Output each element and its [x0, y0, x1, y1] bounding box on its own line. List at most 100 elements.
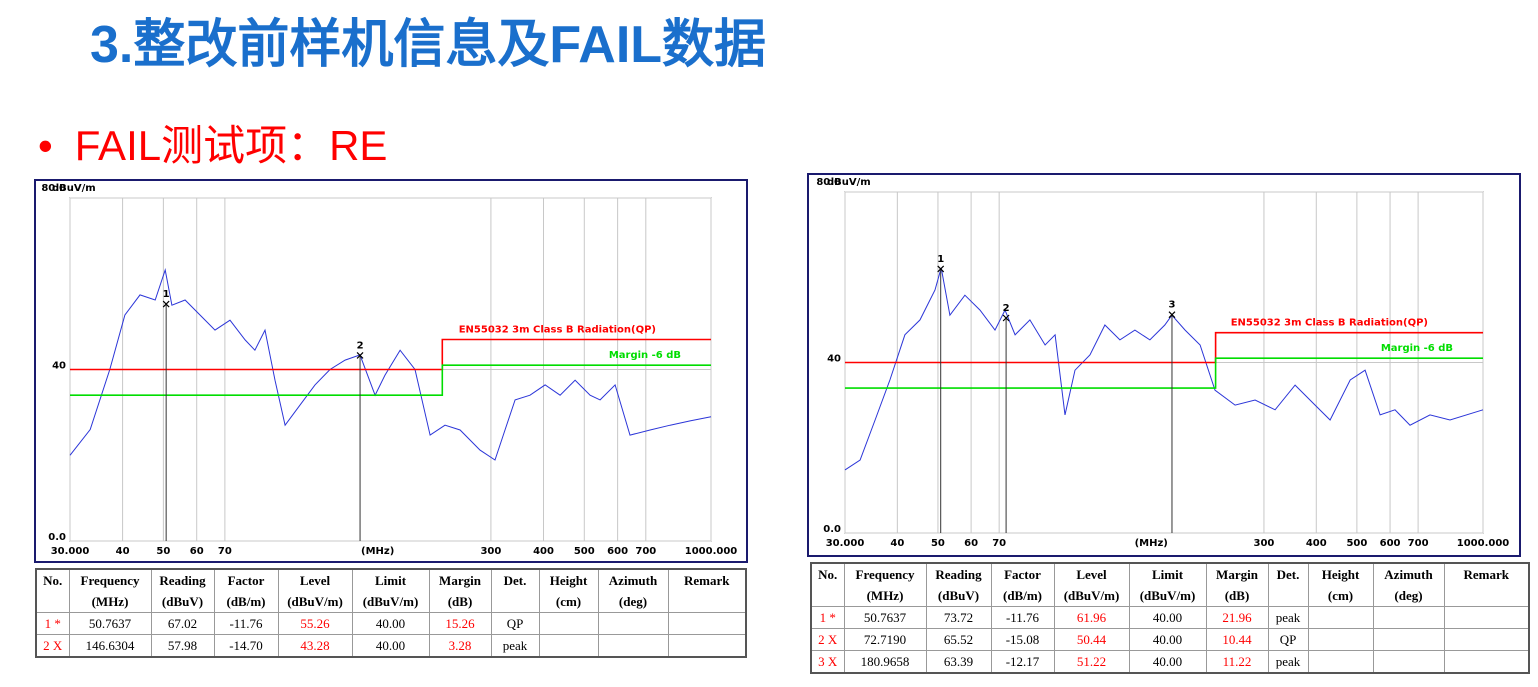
- cell: 1 *: [35, 612, 70, 635]
- y-tick-label: 40: [52, 361, 66, 372]
- header-cell: Reading (dBuV): [150, 568, 215, 613]
- marker-label: 3: [1168, 300, 1175, 311]
- y-unit: dBuV/m: [52, 183, 96, 194]
- x-tick-label: 60: [964, 538, 978, 549]
- x-tick-label: 500: [574, 546, 595, 557]
- cell: QP: [490, 612, 540, 635]
- cell: 50.7637: [843, 606, 927, 629]
- cell: peak: [490, 634, 540, 658]
- header-text: Remark: [684, 573, 730, 588]
- cell: 40.00: [351, 612, 430, 635]
- header-text: Margin: [1216, 567, 1258, 582]
- cell: [1372, 606, 1445, 629]
- cell: 57.98: [150, 634, 215, 658]
- limit-line: [845, 357, 1483, 389]
- header-text: (dBuV/m): [287, 594, 343, 609]
- x-tick-label: 1000.000: [1457, 538, 1510, 549]
- cell: -12.17: [990, 650, 1055, 674]
- header-text: Level: [1076, 567, 1107, 582]
- header-text: Frequency: [855, 567, 915, 582]
- y-tick-label: 0.0: [48, 532, 66, 543]
- header-text: (dBuV/m): [1063, 588, 1120, 603]
- cell: peak: [1267, 650, 1309, 674]
- header-cell: Limit (dBuV/m): [1128, 562, 1207, 607]
- data-row: 1 * 50.7637 73.72 -11.76 61.96 40.00 21.96 peak: [810, 606, 1530, 629]
- cell: 40.00: [1128, 650, 1207, 674]
- header-cell: Height (cm): [1307, 562, 1374, 607]
- cell: [1372, 650, 1445, 674]
- cell: [597, 612, 669, 635]
- header-cell: No.: [810, 562, 845, 607]
- header-text: Remark: [1463, 567, 1510, 582]
- cell: 61.96: [1053, 606, 1130, 629]
- header-text: No.: [43, 573, 63, 588]
- slide-title: 3.整改前样机信息及FAIL数据: [90, 16, 767, 74]
- cell: 50.7637: [68, 612, 152, 635]
- header-text: Factor: [227, 573, 265, 588]
- cell: 11.22: [1205, 650, 1269, 674]
- header-cell: Azimuth (deg): [1372, 562, 1445, 607]
- x-tick-label: 600: [607, 546, 628, 557]
- cell: 55.26: [277, 612, 353, 635]
- header-cell: Frequency (MHz): [68, 568, 152, 613]
- header-row: No. Frequency (MHz) Reading (dBuV) Factor (dB/…: [810, 562, 1530, 607]
- cell: [667, 612, 747, 635]
- cell: -14.70: [213, 634, 279, 658]
- cell: 1 *: [810, 606, 845, 629]
- x-tick-label: 300: [480, 546, 501, 557]
- marker-label: 2: [357, 340, 364, 351]
- x-tick-label: 500: [1346, 538, 1367, 549]
- marker-x: [162, 300, 170, 308]
- header-text: Azimuth: [1384, 567, 1433, 582]
- cell: 180.9658: [843, 650, 927, 674]
- x-tick-label: 70: [992, 538, 1006, 549]
- header-text: (dBuV/m): [1139, 588, 1196, 603]
- cell: QP: [1267, 628, 1309, 651]
- y-tick-label: 0.0: [823, 524, 841, 535]
- header-text: (dBuV/m): [362, 594, 419, 609]
- data-row: 1 * 50.7637 67.02 -11.76 55.26 40.00 15.26 QP: [35, 612, 747, 635]
- header-cell: Margin (dB): [1205, 562, 1269, 607]
- limit-label: Margin -6 dB: [1381, 343, 1453, 354]
- marker-x: [937, 265, 945, 273]
- header-text: Reading: [159, 573, 206, 588]
- cell: [538, 634, 599, 658]
- x-tick-label: 1000.000: [685, 546, 738, 557]
- cell: 40.00: [351, 634, 430, 658]
- header-text: (MHz): [866, 588, 904, 603]
- cell: 21.96: [1205, 606, 1269, 629]
- x-tick-label: 300: [1254, 538, 1275, 549]
- cell: [667, 634, 747, 658]
- header-cell: Reading (dBuV): [925, 562, 992, 607]
- cell: [1443, 628, 1530, 651]
- marker-label: 2: [1003, 303, 1010, 314]
- marker-x: [1168, 311, 1176, 319]
- header-text: (dB): [1224, 588, 1250, 603]
- cell: [1307, 606, 1374, 629]
- x-tick-label: 30.000: [51, 546, 90, 557]
- y-tick-label: 80.0: [41, 183, 66, 194]
- x-tick-label: 400: [1306, 538, 1327, 549]
- cell: [1307, 650, 1374, 674]
- cell: -11.76: [213, 612, 279, 635]
- header-text: Frequency: [80, 573, 140, 588]
- header-cell: Azimuth (deg): [597, 568, 669, 613]
- limit-label: EN55032 3m Class B Radiation(QP): [459, 324, 656, 335]
- cell: [538, 612, 599, 635]
- cell: 2 X: [810, 628, 845, 651]
- header-cell: Level (dBuV/m): [1053, 562, 1130, 607]
- limit-line: [845, 331, 1483, 364]
- limit-line: [70, 364, 711, 396]
- cell: 51.22: [1053, 650, 1130, 674]
- y-tick-label: 80.0: [816, 177, 841, 188]
- header-text: (dB): [447, 594, 473, 609]
- cell: 65.52: [925, 628, 992, 651]
- x-tick-label: 600: [1380, 538, 1401, 549]
- data-row: 2 X 72.7190 65.52 -15.08 50.44 40.00 10.44 QP: [810, 628, 1530, 651]
- header-cell: Frequency (MHz): [843, 562, 927, 607]
- x-tick-label: 40: [890, 538, 904, 549]
- header-cell: Height (cm): [538, 568, 599, 613]
- header-row: No. Frequency (MHz) Reading (dBuV) Factor (dB/…: [35, 568, 747, 613]
